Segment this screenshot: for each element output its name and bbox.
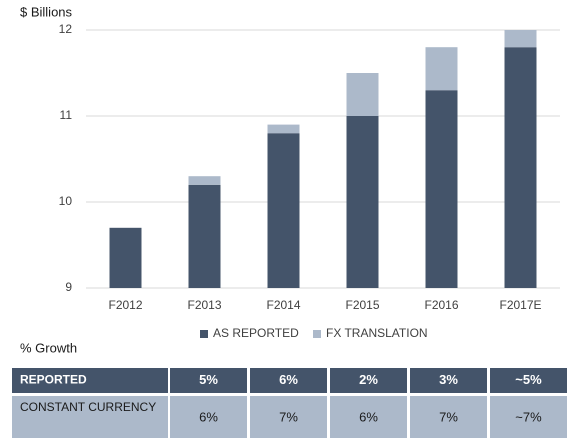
legend-label: FX TRANSLATION [326,326,428,340]
cell-value: 6% [199,409,218,424]
table-title: % Growth [20,340,77,355]
bar-segment [109,227,142,288]
bar-segment [425,90,458,288]
legend-swatch [313,330,321,338]
table-cell [330,368,407,393]
x-tick-label: F2015 [345,298,379,312]
bar-segment [267,124,300,134]
cell-value: ~7% [515,409,542,424]
table-cell [490,368,567,393]
table-cell [410,368,487,393]
table-cell [170,396,247,438]
legend-swatch [200,330,208,338]
cell-value: 6% [279,372,298,387]
table-cell [330,396,407,438]
y-tick-label: 10 [59,194,73,208]
bar-segment [425,47,458,91]
bar-segment [504,30,537,48]
bar-segment [346,73,379,116]
x-tick-label: F2013 [187,298,221,312]
y-tick-label: 12 [59,22,73,36]
table-cell [250,368,327,393]
row-label: REPORTED [20,373,87,387]
cell-value: 7% [439,409,458,424]
x-tick-label: F2014 [266,298,300,312]
cell-value: 7% [279,409,298,424]
bar-segment [188,176,221,185]
table-cell [410,396,487,438]
table-cell [490,396,567,438]
row-label: CONSTANT CURRENCY [20,400,156,414]
table-cell [12,368,168,393]
cell-value: ~5% [515,372,542,387]
x-tick-label: F2016 [424,298,458,312]
cell-value: 3% [439,372,458,387]
cell-value: 2% [359,372,378,387]
y-tick-label: 9 [65,280,72,294]
bar-segment [188,184,221,288]
table-cell [12,396,168,438]
bar-segment [504,47,537,289]
bar-segment [346,116,379,288]
x-tick-label: F2017E [499,298,541,312]
y-tick-label: 11 [60,108,73,122]
bar-segment [267,133,300,288]
cell-value: 6% [359,409,378,424]
cell-value: 5% [199,372,218,387]
table-cell [250,396,327,438]
x-tick-label: F2012 [108,298,142,312]
legend-label: AS REPORTED [213,326,299,340]
y-axis-label: $ Billions [20,4,73,19]
table-cell [170,368,247,393]
